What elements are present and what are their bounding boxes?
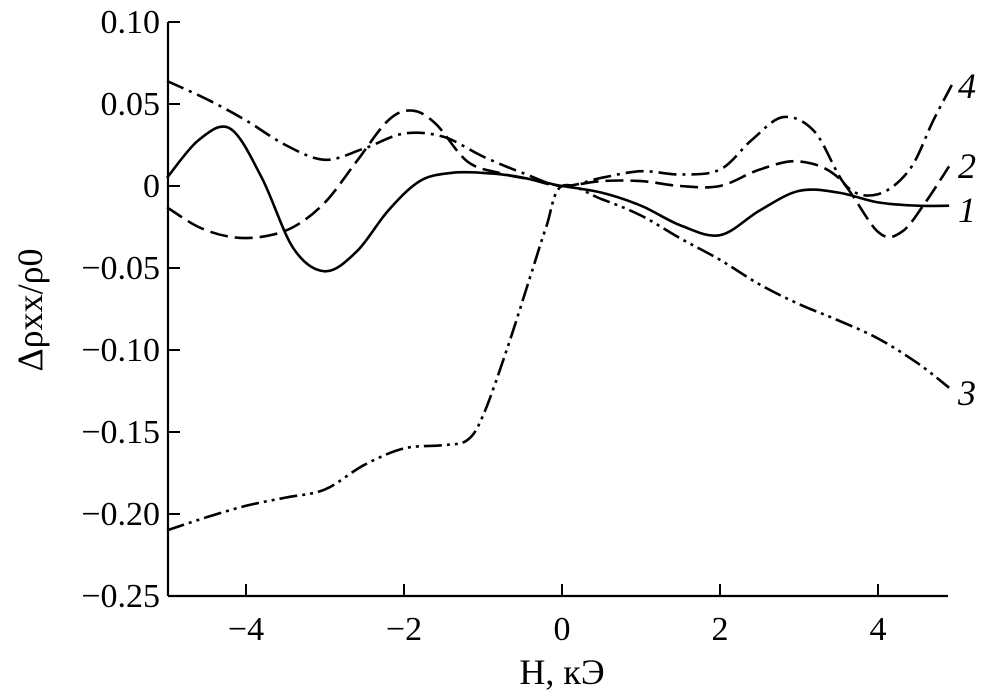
y-tick-label: −0.10	[81, 332, 160, 369]
series-4-line	[166, 79, 955, 197]
y-tick-label: −0.15	[81, 414, 160, 451]
y-tick-label: 0.10	[101, 4, 161, 41]
series-1-label: 1	[958, 190, 976, 230]
y-axis-label: Δρxx/ρ0	[10, 248, 50, 371]
x-tick-label: −2	[386, 611, 422, 648]
series-2-line	[166, 109, 951, 240]
y-tick-label: −0.20	[81, 496, 160, 533]
axis-ticks: 0.10 0.05 0 −0.05 −0.10 −0.15 −0.20 −0.25 −4 −2 0 2…	[81, 4, 886, 648]
series-3-label: 3	[957, 373, 976, 413]
x-axis-label: H, кЭ	[519, 652, 604, 692]
x-tick-label: −4	[228, 611, 264, 648]
series-2-label: 2	[958, 146, 976, 186]
series-labels: 12 3 4	[957, 66, 976, 413]
x-tick-label: 0	[554, 611, 571, 648]
y-tick-label: −0.25	[81, 578, 160, 615]
x-tick-label: 2	[712, 611, 729, 648]
series-1-line	[165, 125, 950, 273]
y-tick-label: 0.05	[101, 86, 161, 123]
x-tick-label: 4	[870, 611, 887, 648]
y-tick-label: 0	[143, 168, 160, 205]
y-tick-label: −0.05	[81, 250, 160, 287]
series-4-label: 4	[958, 66, 976, 106]
series-layer	[165, 79, 955, 532]
axes	[166, 22, 948, 598]
series-3-line	[166, 183, 950, 532]
